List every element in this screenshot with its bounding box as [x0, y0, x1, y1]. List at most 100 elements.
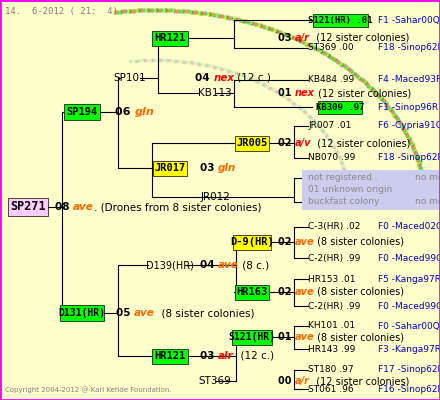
Text: NB070 .99: NB070 .99	[308, 154, 356, 162]
Text: 03: 03	[200, 351, 218, 361]
Text: F5 -Kanga97R: F5 -Kanga97R	[378, 274, 440, 284]
Text: F1 -Sinop96R: F1 -Sinop96R	[378, 102, 438, 112]
Text: JR007 .01: JR007 .01	[308, 122, 352, 130]
Text: no more: no more	[415, 198, 440, 206]
Text: D-9(HR): D-9(HR)	[230, 237, 274, 247]
Text: F18 -Sinop62R: F18 -Sinop62R	[378, 44, 440, 52]
Text: 01 unknown origin: 01 unknown origin	[308, 186, 392, 194]
Text: KH101 .01: KH101 .01	[308, 322, 355, 330]
Text: F3 -Kanga97R: F3 -Kanga97R	[378, 344, 440, 354]
FancyBboxPatch shape	[152, 30, 188, 46]
Text: not registered .: not registered .	[308, 174, 378, 182]
Text: ave: ave	[218, 260, 239, 270]
Text: ST180 .97: ST180 .97	[308, 366, 354, 374]
Text: 04: 04	[200, 260, 218, 270]
Text: 06: 06	[115, 107, 134, 117]
Text: 02: 02	[278, 237, 295, 247]
Text: 02: 02	[278, 287, 295, 297]
Text: C-2(HR) .99: C-2(HR) .99	[308, 254, 360, 262]
Text: C-2(HR) .99: C-2(HR) .99	[308, 302, 360, 310]
Text: SP101: SP101	[114, 73, 147, 83]
Text: 00: 00	[278, 376, 295, 386]
Text: KB484 .99: KB484 .99	[308, 76, 354, 84]
Text: S121(HR): S121(HR)	[228, 332, 275, 342]
Text: D139(HR): D139(HR)	[146, 260, 194, 270]
Text: a/v: a/v	[295, 138, 312, 148]
Text: (12 sister colonies): (12 sister colonies)	[310, 33, 409, 43]
FancyBboxPatch shape	[232, 330, 272, 344]
Text: C-3(HR) .02: C-3(HR) .02	[308, 222, 360, 232]
Text: ave: ave	[295, 287, 315, 297]
Text: (8 c.): (8 c.)	[239, 260, 269, 270]
Text: F17 -Sinop62R: F17 -Sinop62R	[378, 366, 440, 374]
FancyBboxPatch shape	[64, 104, 100, 120]
Text: (8 sister colonies): (8 sister colonies)	[315, 332, 404, 342]
Text: 03: 03	[200, 163, 218, 173]
Text: . (Drones from 8 sister colonies): . (Drones from 8 sister colonies)	[94, 202, 261, 212]
Text: (8 sister colonies): (8 sister colonies)	[315, 287, 404, 297]
FancyBboxPatch shape	[312, 14, 367, 26]
Text: ave: ave	[295, 332, 315, 342]
Text: KB113: KB113	[198, 88, 232, 98]
Text: F1 -Sahar00Q: F1 -Sahar00Q	[378, 16, 440, 24]
FancyBboxPatch shape	[8, 198, 48, 216]
Text: ST061 .96: ST061 .96	[308, 384, 354, 394]
Text: (12 sister colonies): (12 sister colonies)	[315, 88, 411, 98]
FancyBboxPatch shape	[318, 100, 362, 114]
FancyBboxPatch shape	[60, 305, 104, 321]
Text: 14.  6-2012 ( 21:  4): 14. 6-2012 ( 21: 4)	[5, 7, 118, 16]
Text: HR163: HR163	[236, 287, 268, 297]
Text: S121(HR) .01: S121(HR) .01	[308, 16, 372, 24]
Text: F6 -Cypria91Q: F6 -Cypria91Q	[378, 122, 440, 130]
Text: 08: 08	[55, 202, 73, 212]
Text: F16 -Sinop62R: F16 -Sinop62R	[378, 384, 440, 394]
Text: 01: 01	[278, 332, 295, 342]
Text: a/r: a/r	[295, 33, 310, 43]
Text: HR143 .99: HR143 .99	[308, 344, 356, 354]
Text: 01: 01	[278, 88, 295, 98]
Text: gln: gln	[218, 163, 236, 173]
Text: gln: gln	[134, 107, 154, 117]
Text: ave: ave	[134, 308, 155, 318]
Text: (12 c.): (12 c.)	[234, 351, 274, 361]
Text: Copyright 2004-2012 @ Karl Kehde Foundation.: Copyright 2004-2012 @ Karl Kehde Foundat…	[5, 386, 172, 393]
Text: ST369: ST369	[198, 376, 231, 386]
Text: (8 sister colonies): (8 sister colonies)	[315, 237, 404, 247]
Text: JR005: JR005	[236, 138, 268, 148]
FancyBboxPatch shape	[153, 160, 187, 176]
Text: KB309 .97: KB309 .97	[316, 102, 364, 112]
Text: 03: 03	[278, 33, 295, 43]
FancyBboxPatch shape	[302, 170, 440, 210]
Text: F0 -Maced99Q: F0 -Maced99Q	[378, 302, 440, 310]
Text: ave: ave	[295, 237, 315, 247]
Text: HR121: HR121	[154, 33, 186, 43]
Text: (8 sister colonies): (8 sister colonies)	[155, 308, 254, 318]
Text: (12 sister colonies): (12 sister colonies)	[312, 138, 411, 148]
Text: SP271: SP271	[10, 200, 46, 214]
Text: JR017: JR017	[154, 163, 186, 173]
FancyBboxPatch shape	[152, 348, 188, 364]
Text: D131(HR): D131(HR)	[59, 308, 106, 318]
Text: F0 -Maced02Q: F0 -Maced02Q	[378, 222, 440, 232]
FancyBboxPatch shape	[235, 284, 269, 300]
Text: (12 sister colonies): (12 sister colonies)	[310, 376, 409, 386]
Text: ave: ave	[73, 202, 94, 212]
Text: (12 c.): (12 c.)	[235, 73, 271, 83]
Text: F4 -Maced93R: F4 -Maced93R	[378, 76, 440, 84]
Text: HR153 .01: HR153 .01	[308, 274, 356, 284]
Text: nex: nex	[213, 73, 235, 83]
Text: F0 -Sahar00Q: F0 -Sahar00Q	[378, 322, 440, 330]
Text: HR121: HR121	[154, 351, 186, 361]
Text: F18 -Sinop62R: F18 -Sinop62R	[378, 154, 440, 162]
Text: F0 -Maced99Q: F0 -Maced99Q	[378, 254, 440, 262]
Text: alr: alr	[218, 351, 234, 361]
Text: no more: no more	[415, 174, 440, 182]
Text: buckfast colony .: buckfast colony .	[308, 198, 385, 206]
Text: JR012: JR012	[200, 192, 230, 202]
Text: SP194: SP194	[66, 107, 98, 117]
Text: nex: nex	[295, 88, 315, 98]
Text: 04: 04	[195, 73, 213, 83]
Text: 02: 02	[278, 138, 295, 148]
Text: 05: 05	[116, 308, 134, 318]
Text: ST369 .00: ST369 .00	[308, 44, 354, 52]
